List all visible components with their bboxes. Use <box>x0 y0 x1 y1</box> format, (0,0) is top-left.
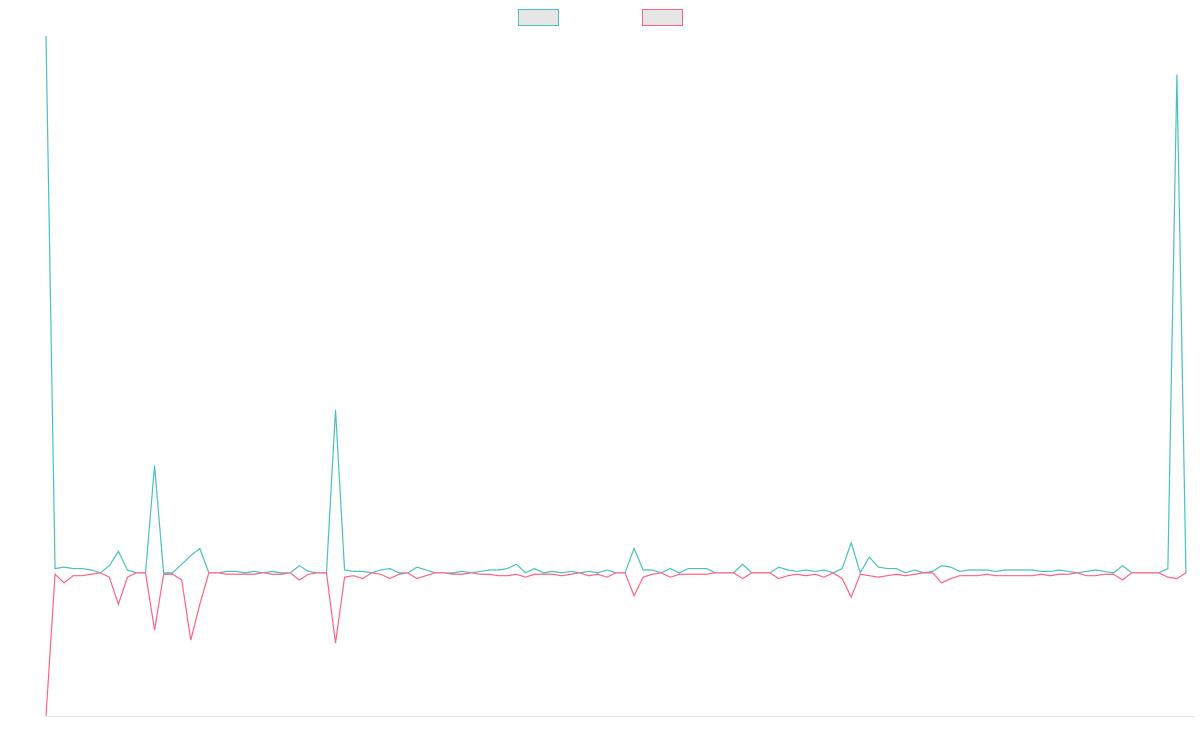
series-line-1 <box>45 35 1187 575</box>
legend-swatch-2[interactable] <box>642 9 683 26</box>
series-line-2 <box>45 572 1187 717</box>
legend-swatch-1[interactable] <box>518 9 559 26</box>
